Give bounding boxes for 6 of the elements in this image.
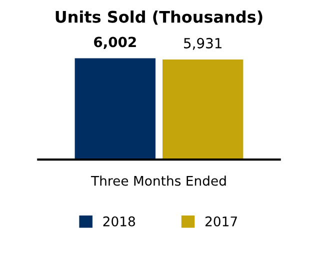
legend-label: 2017 (205, 216, 237, 226)
data-label: 6,002 (94, 36, 136, 50)
x-axis-title: Three Months Ended (90, 176, 226, 186)
chart-title: Units Sold (Thousands) (56, 10, 262, 25)
legend-label: 2018 (103, 216, 136, 226)
data-label: 5,931 (184, 38, 222, 50)
